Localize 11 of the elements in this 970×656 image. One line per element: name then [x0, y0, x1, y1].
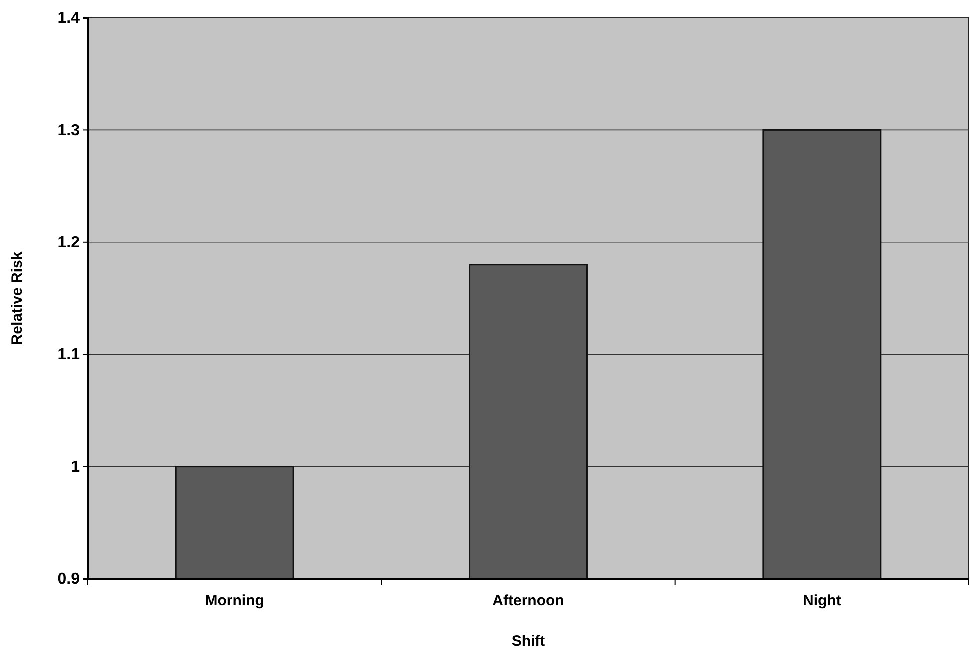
y-tick-label: 1.2 — [58, 234, 80, 252]
x-tick-label: Night — [803, 592, 842, 610]
y-tick-label: 1.3 — [58, 122, 80, 140]
y-tick-label: 0.9 — [58, 571, 80, 588]
y-tick-label: 1 — [71, 458, 80, 476]
y-tick-label: 1.1 — [58, 346, 80, 364]
x-tick-label: Morning — [205, 592, 264, 610]
y-tick-label: 1.4 — [58, 10, 80, 28]
y-axis-title: Relative Risk — [9, 251, 26, 346]
x-tick-label: Afternoon — [492, 592, 564, 610]
x-axis-title: Shift — [512, 633, 546, 650]
